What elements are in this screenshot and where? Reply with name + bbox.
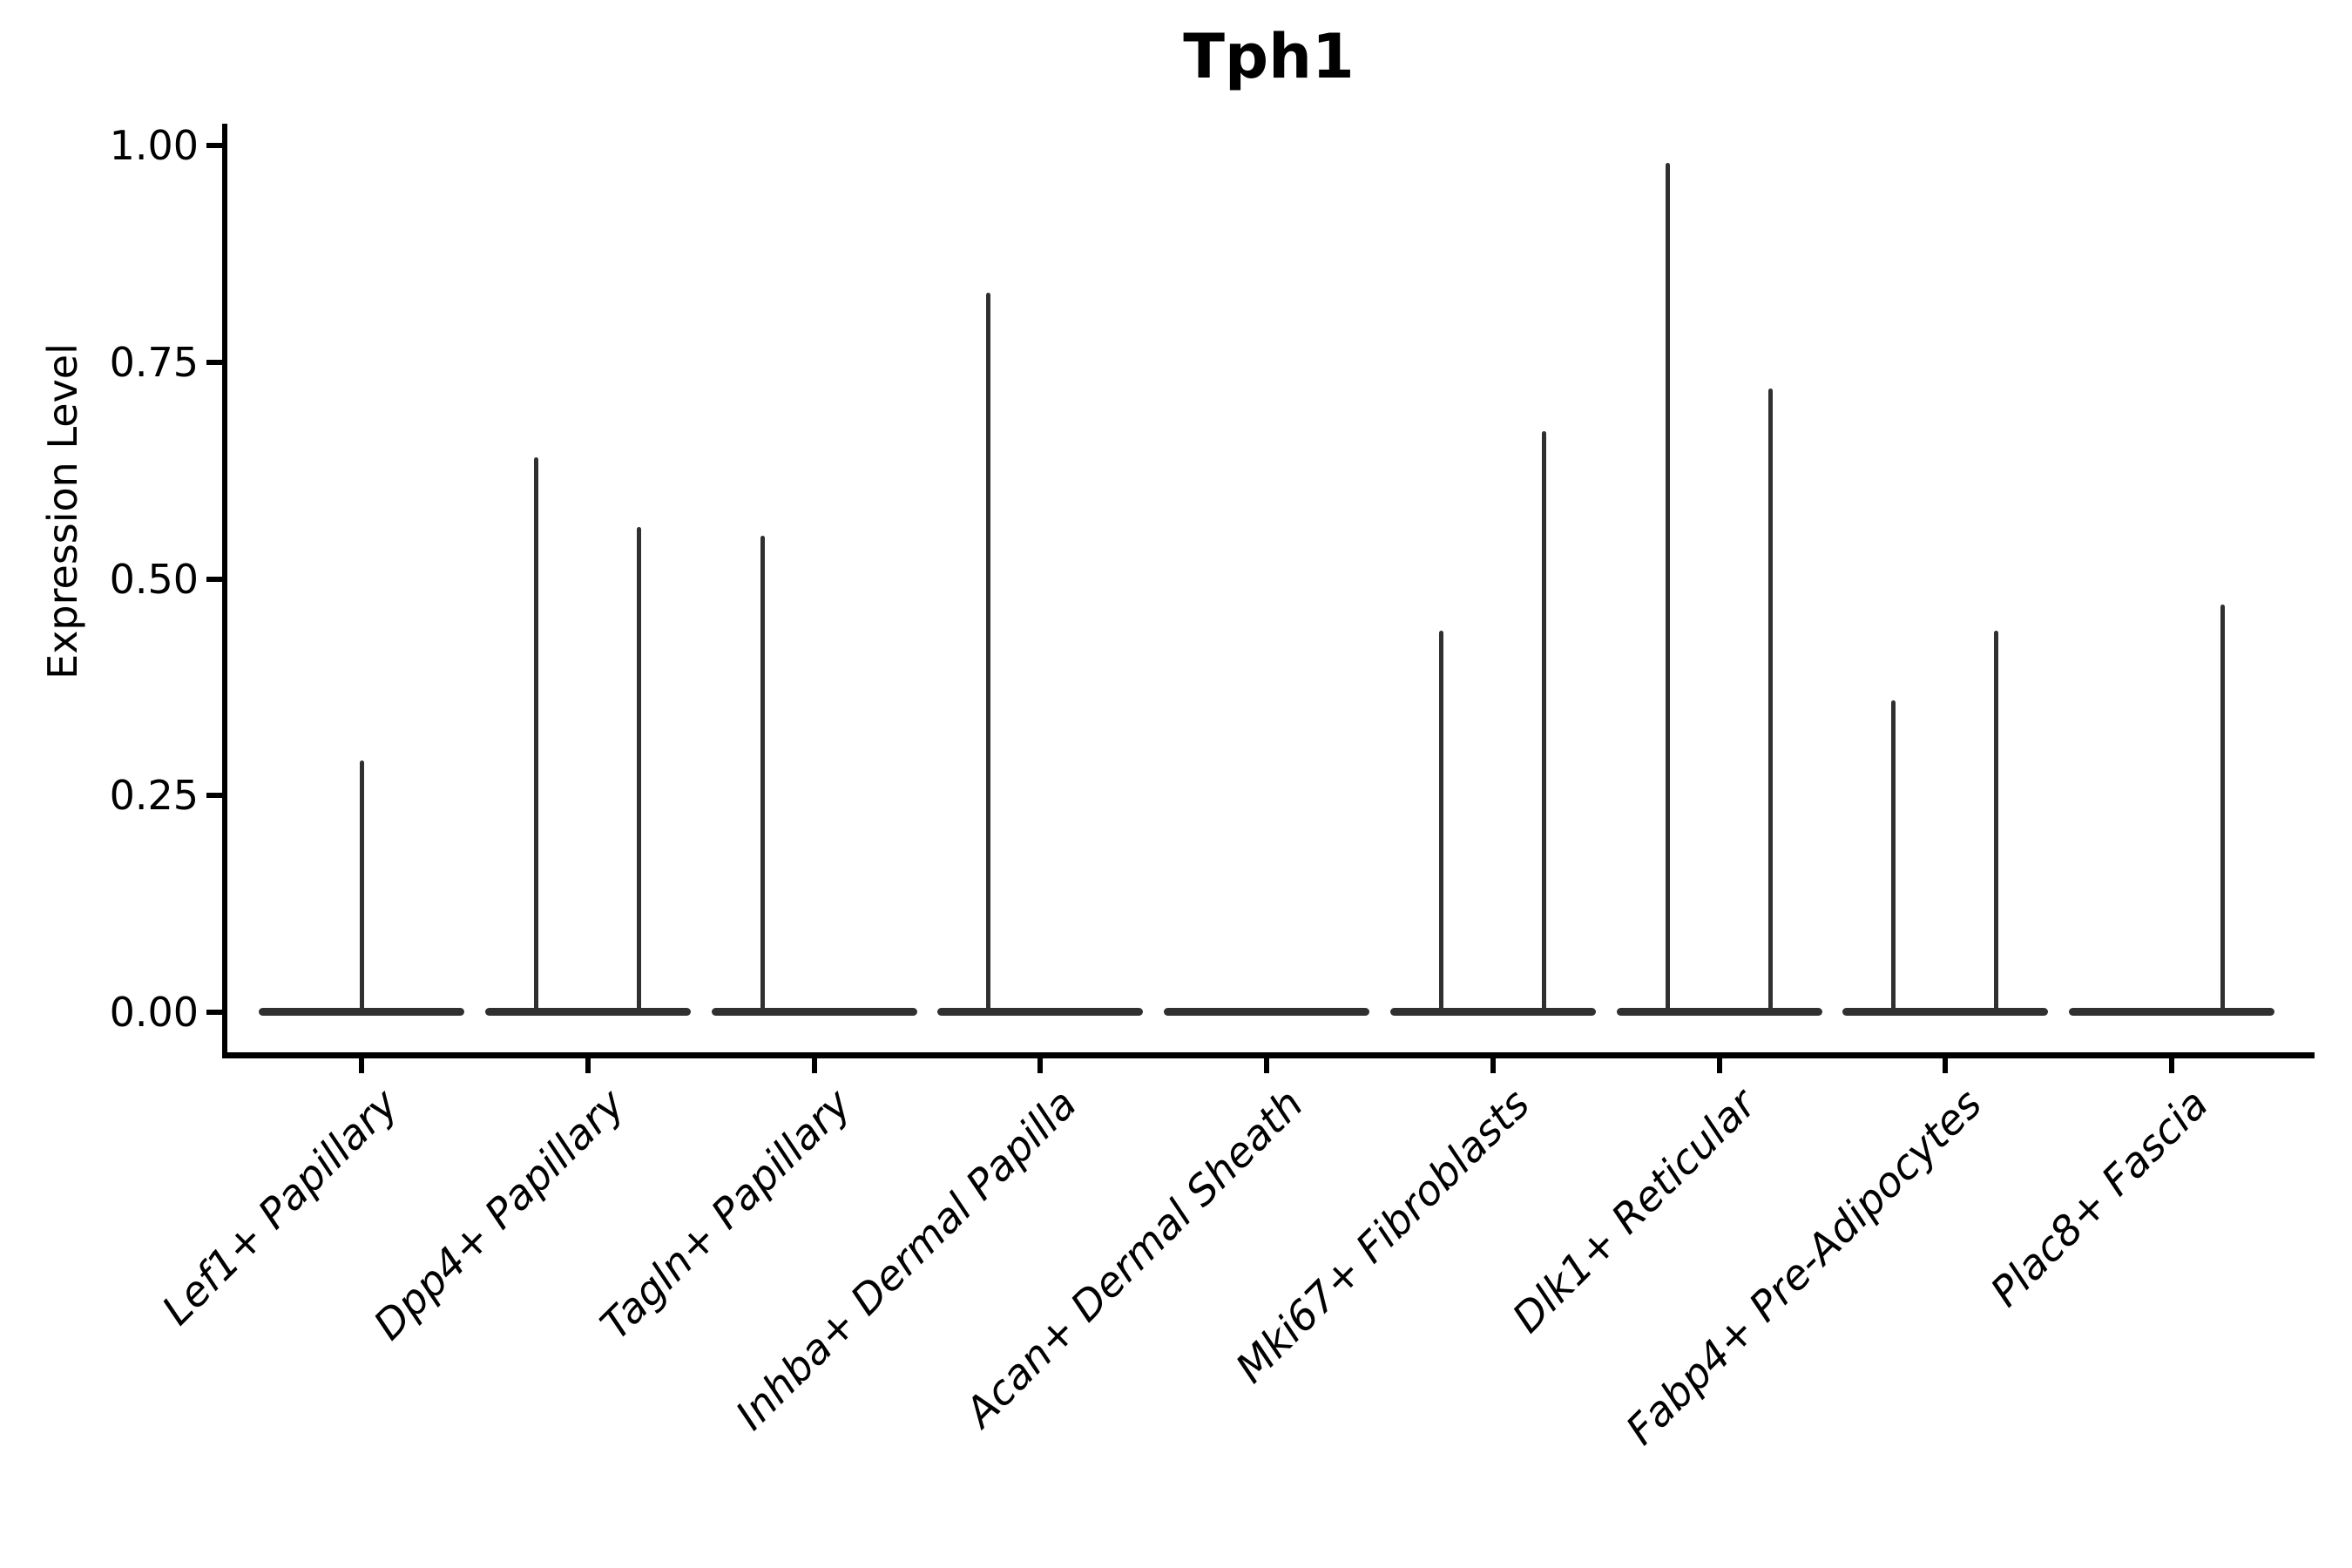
y-tick-label: 0.25 (109, 772, 199, 820)
x-tick-label: Lef1+ Papillary (152, 1080, 408, 1335)
x-tick-mark (585, 1058, 591, 1073)
y-tick-label: 0.50 (109, 555, 199, 603)
x-tick-mark (811, 1058, 817, 1073)
violin-max-spike (1767, 388, 1773, 1015)
violin-max-spike (1665, 162, 1670, 1015)
y-tick-label: 0.00 (109, 989, 199, 1036)
chart-title: Tph1 (1183, 21, 1355, 92)
violin-body-zero (937, 1008, 1144, 1016)
violin-body-zero (484, 1008, 691, 1016)
y-tick-mark (206, 1010, 223, 1015)
x-tick-mark (359, 1058, 364, 1073)
x-tick-mark (1716, 1058, 1722, 1073)
y-tick-mark (206, 793, 223, 799)
y-tick-label: 1.00 (109, 122, 199, 169)
violin-max-spike (533, 457, 538, 1015)
violin-body-zero (711, 1008, 917, 1016)
violin-body-zero (1842, 1008, 2049, 1016)
x-tick-mark (1490, 1058, 1496, 1073)
x-tick-mark (1264, 1058, 1269, 1073)
x-axis-line (222, 1052, 2315, 1058)
violin-body-zero (1389, 1008, 1596, 1016)
y-tick-label: 0.75 (109, 338, 199, 386)
violin-max-spike (1891, 700, 1896, 1015)
y-tick-mark (206, 576, 223, 582)
y-axis-line (222, 124, 227, 1058)
violin-max-spike (360, 760, 364, 1015)
violin-max-spike (986, 293, 991, 1015)
y-tick-mark (206, 359, 223, 365)
violin-max-spike (1541, 431, 1546, 1015)
x-tick-mark (1943, 1058, 1949, 1073)
x-tick-mark (2169, 1058, 2174, 1073)
violin-body-zero (1616, 1008, 1822, 1016)
x-tick-label: Dpp4+ Papillary (364, 1080, 634, 1350)
y-tick-mark (206, 143, 223, 148)
x-tick-label: Dlk1+ Reticular (1503, 1080, 1766, 1342)
violin-max-spike (760, 535, 765, 1015)
violin-max-spike (1994, 631, 1999, 1015)
x-tick-label: Tagln+ Papillary (591, 1080, 861, 1349)
violin-max-spike (2220, 605, 2225, 1015)
violin-max-spike (636, 526, 641, 1015)
x-tick-label: Fabp4+ Pre-Adipocytes (1617, 1080, 1992, 1455)
violin-body-zero (2069, 1008, 2274, 1016)
x-tick-label: Plac8+ Fascia (1981, 1080, 2218, 1317)
x-tick-mark (1037, 1058, 1044, 1073)
violin-max-spike (1438, 631, 1443, 1015)
violin-body-zero (1164, 1008, 1369, 1016)
y-axis-title: Expression Level (39, 343, 86, 679)
